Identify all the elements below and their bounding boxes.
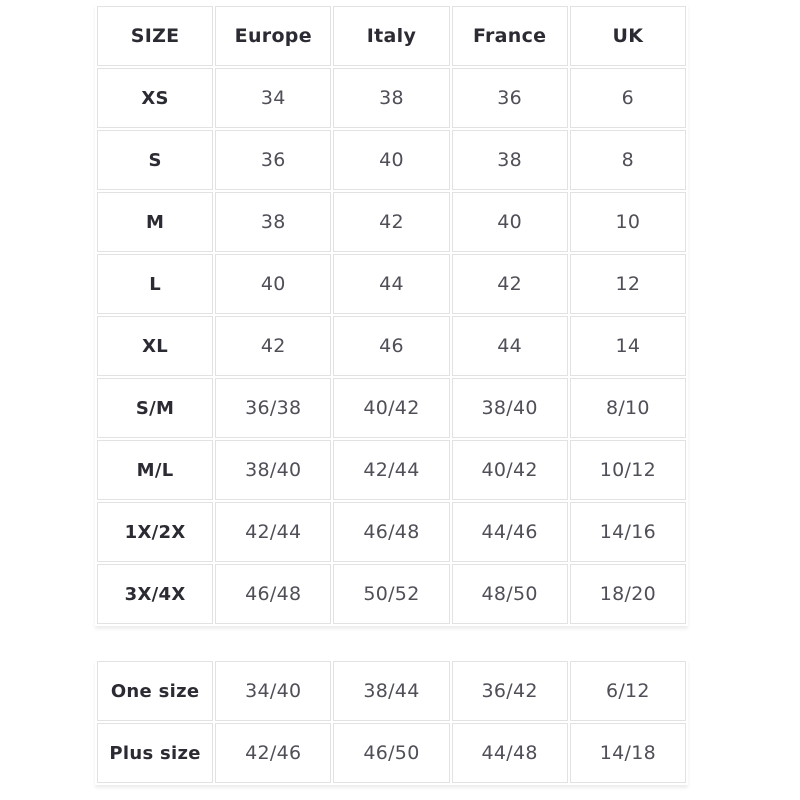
- uk-value: 6: [569, 68, 686, 128]
- uk-value: 8/10: [569, 378, 686, 438]
- europe-value: 42/46: [215, 723, 332, 783]
- column-header-uk: UK: [569, 6, 686, 66]
- uk-value: 10: [569, 192, 686, 252]
- europe-value: 40: [215, 254, 332, 314]
- france-value: 36: [451, 68, 568, 128]
- table-row: 1X/2X 42/44 46/48 44/46 14/16: [97, 502, 686, 562]
- column-header-italy: Italy: [333, 6, 450, 66]
- size-row-label: One size: [97, 661, 214, 721]
- italy-value: 46/50: [333, 723, 450, 783]
- italy-value: 38: [333, 68, 450, 128]
- italy-value: 40: [333, 130, 450, 190]
- europe-value: 36/38: [215, 378, 332, 438]
- special-sizes-table: One size 34/40 38/44 36/42 6/12 Plus siz…: [95, 659, 688, 785]
- size-row-label: L: [97, 254, 214, 314]
- size-table-body: XS 34 38 36 6 S 36 40 38 8 M 38 42 40 10…: [97, 68, 686, 624]
- france-value: 48/50: [451, 564, 568, 624]
- italy-value: 50/52: [333, 564, 450, 624]
- size-row-label: S: [97, 130, 214, 190]
- table-row: 3X/4X 46/48 50/52 48/50 18/20: [97, 564, 686, 624]
- italy-value: 46: [333, 316, 450, 376]
- italy-value: 40/42: [333, 378, 450, 438]
- uk-value: 6/12: [569, 661, 686, 721]
- column-header-size: SIZE: [97, 6, 214, 66]
- table-row: XS 34 38 36 6: [97, 68, 686, 128]
- france-value: 42: [451, 254, 568, 314]
- italy-value: 42: [333, 192, 450, 252]
- europe-value: 38: [215, 192, 332, 252]
- size-row-label: 3X/4X: [97, 564, 214, 624]
- size-row-label: M: [97, 192, 214, 252]
- italy-value: 46/48: [333, 502, 450, 562]
- uk-value: 12: [569, 254, 686, 314]
- column-header-europe: Europe: [215, 6, 332, 66]
- table-row: S/M 36/38 40/42 38/40 8/10: [97, 378, 686, 438]
- table-row: M/L 38/40 42/44 40/42 10/12: [97, 440, 686, 500]
- size-row-label: XS: [97, 68, 214, 128]
- italy-value: 38/44: [333, 661, 450, 721]
- size-row-label: XL: [97, 316, 214, 376]
- column-header-france: France: [451, 6, 568, 66]
- europe-value: 36: [215, 130, 332, 190]
- special-sizes-body: One size 34/40 38/44 36/42 6/12 Plus siz…: [97, 661, 686, 783]
- uk-value: 14: [569, 316, 686, 376]
- size-table-header: SIZE Europe Italy France UK: [97, 6, 686, 66]
- table-row: S 36 40 38 8: [97, 130, 686, 190]
- france-value: 44/48: [451, 723, 568, 783]
- table-row: One size 34/40 38/44 36/42 6/12: [97, 661, 686, 721]
- table-row: M 38 42 40 10: [97, 192, 686, 252]
- table-row: Plus size 42/46 46/50 44/48 14/18: [97, 723, 686, 783]
- uk-value: 14/16: [569, 502, 686, 562]
- uk-value: 18/20: [569, 564, 686, 624]
- europe-value: 42: [215, 316, 332, 376]
- header-row: SIZE Europe Italy France UK: [97, 6, 686, 66]
- uk-value: 14/18: [569, 723, 686, 783]
- france-value: 38: [451, 130, 568, 190]
- size-row-label: 1X/2X: [97, 502, 214, 562]
- table-row: XL 42 46 44 14: [97, 316, 686, 376]
- europe-value: 38/40: [215, 440, 332, 500]
- france-value: 40/42: [451, 440, 568, 500]
- size-row-label: S/M: [97, 378, 214, 438]
- europe-value: 46/48: [215, 564, 332, 624]
- uk-value: 8: [569, 130, 686, 190]
- italy-value: 42/44: [333, 440, 450, 500]
- france-value: 40: [451, 192, 568, 252]
- europe-value: 34/40: [215, 661, 332, 721]
- size-row-label: Plus size: [97, 723, 214, 783]
- france-value: 44: [451, 316, 568, 376]
- size-row-label: M/L: [97, 440, 214, 500]
- uk-value: 10/12: [569, 440, 686, 500]
- france-value: 38/40: [451, 378, 568, 438]
- italy-value: 44: [333, 254, 450, 314]
- size-conversion-table: SIZE Europe Italy France UK XS 34 38 36 …: [95, 4, 688, 626]
- table-row: L 40 44 42 12: [97, 254, 686, 314]
- europe-value: 42/44: [215, 502, 332, 562]
- france-value: 44/46: [451, 502, 568, 562]
- europe-value: 34: [215, 68, 332, 128]
- france-value: 36/42: [451, 661, 568, 721]
